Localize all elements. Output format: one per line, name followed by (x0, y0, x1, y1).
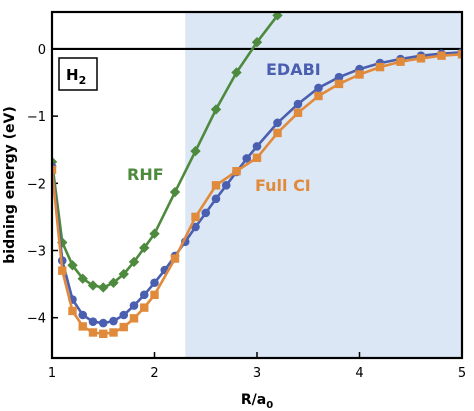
x-tick-label: 3 (253, 366, 261, 381)
data-point-rhf (190, 145, 201, 157)
data-point-rhf (108, 277, 119, 288)
data-point-full-ci (293, 108, 303, 117)
data-point-full-ci (273, 128, 282, 138)
data-point-edabi (314, 83, 323, 93)
molecule-label-main: H (66, 66, 79, 84)
data-point-full-ci (416, 54, 426, 63)
plot-frame (50, 10, 464, 360)
data-point-edabi (273, 118, 282, 128)
data-point-rhf (251, 37, 263, 48)
x-axis-title-main: R/a (241, 392, 266, 408)
data-point-edabi (252, 142, 262, 151)
data-point-full-ci (375, 62, 385, 72)
data-point-rhf (149, 228, 160, 239)
data-point-edabi (242, 154, 252, 163)
data-point-rhf (272, 12, 283, 21)
data-point-full-ci (334, 79, 344, 89)
data-point-rhf (169, 186, 181, 198)
data-point-full-ci (68, 306, 77, 316)
data-point-full-ci (150, 290, 159, 300)
series-layer (52, 12, 462, 339)
molecule-label: H2 (66, 66, 86, 87)
data-point-full-ci (129, 314, 139, 323)
data-point-edabi (201, 208, 211, 218)
data-point-rhf (67, 260, 78, 271)
shaded-region (185, 12, 462, 358)
axis-ticks: 1 2 3 4 5 0 −1 −2 −3 −4 (27, 43, 466, 381)
data-point-full-ci (119, 322, 128, 332)
data-point-edabi (211, 194, 221, 204)
data-point-edabi (129, 301, 139, 310)
data-point-full-ci (191, 212, 200, 222)
data-point-edabi (78, 310, 88, 320)
data-point-full-ci (252, 153, 262, 162)
data-point-edabi (109, 316, 118, 326)
y-tick-label: −4 (27, 312, 46, 327)
data-point-full-ci (437, 51, 446, 60)
data-point-rhf (231, 67, 242, 78)
data-point-edabi (334, 72, 344, 82)
data-point-edabi (150, 278, 159, 288)
data-point-rhf (128, 256, 140, 268)
y-tick-label: −3 (27, 245, 46, 260)
data-point-edabi (98, 318, 108, 328)
data-point-rhf (118, 268, 129, 280)
data-point-rhf (98, 282, 109, 293)
data-point-edabi (119, 310, 129, 320)
molecule-label-box: H2 (58, 57, 98, 91)
data-point-edabi (293, 99, 303, 109)
data-point-full-ci (232, 167, 241, 176)
data-point-full-ci (88, 328, 98, 337)
data-point-full-ci (457, 50, 462, 59)
y-tick-label: −1 (27, 110, 46, 125)
series-label-fullci: Full CI (255, 176, 311, 195)
series-label-edabi: EDABI (266, 60, 321, 79)
data-point-full-ci (109, 328, 118, 337)
data-point-full-ci (140, 303, 149, 312)
data-point-full-ci (314, 91, 323, 101)
data-point-full-ci (78, 322, 87, 331)
data-point-rhf (139, 242, 150, 254)
y-tick-label: 0 (38, 43, 46, 58)
y-axis-title: bidning energy (eV) (2, 106, 18, 263)
data-point-full-ci (52, 165, 57, 175)
molecule-label-sub: 2 (79, 74, 87, 87)
data-point-rhf (77, 273, 88, 284)
data-point-full-ci (170, 254, 180, 263)
x-tick-label: 5 (458, 366, 466, 381)
data-point-full-ci (58, 266, 67, 275)
data-point-edabi (221, 181, 231, 190)
data-point-rhf (87, 280, 99, 291)
x-tick-label: 4 (355, 366, 363, 381)
data-point-full-ci (396, 57, 405, 66)
x-tick-label: 1 (48, 366, 56, 381)
x-axis-title: R/a0 (241, 392, 273, 411)
data-point-full-ci (211, 181, 221, 190)
data-point-rhf (57, 237, 68, 248)
x-tick-label: 2 (150, 366, 158, 381)
y-tick-label: −2 (27, 177, 46, 192)
data-point-full-ci (355, 70, 364, 79)
data-point-rhf (210, 104, 222, 115)
data-point-full-ci (99, 329, 108, 339)
data-point-edabi (191, 222, 200, 232)
data-point-edabi (88, 317, 98, 327)
series-label-rhf: RHF (127, 165, 164, 184)
x-axis-title-sub: 0 (266, 400, 273, 411)
data-point-edabi (139, 290, 149, 300)
